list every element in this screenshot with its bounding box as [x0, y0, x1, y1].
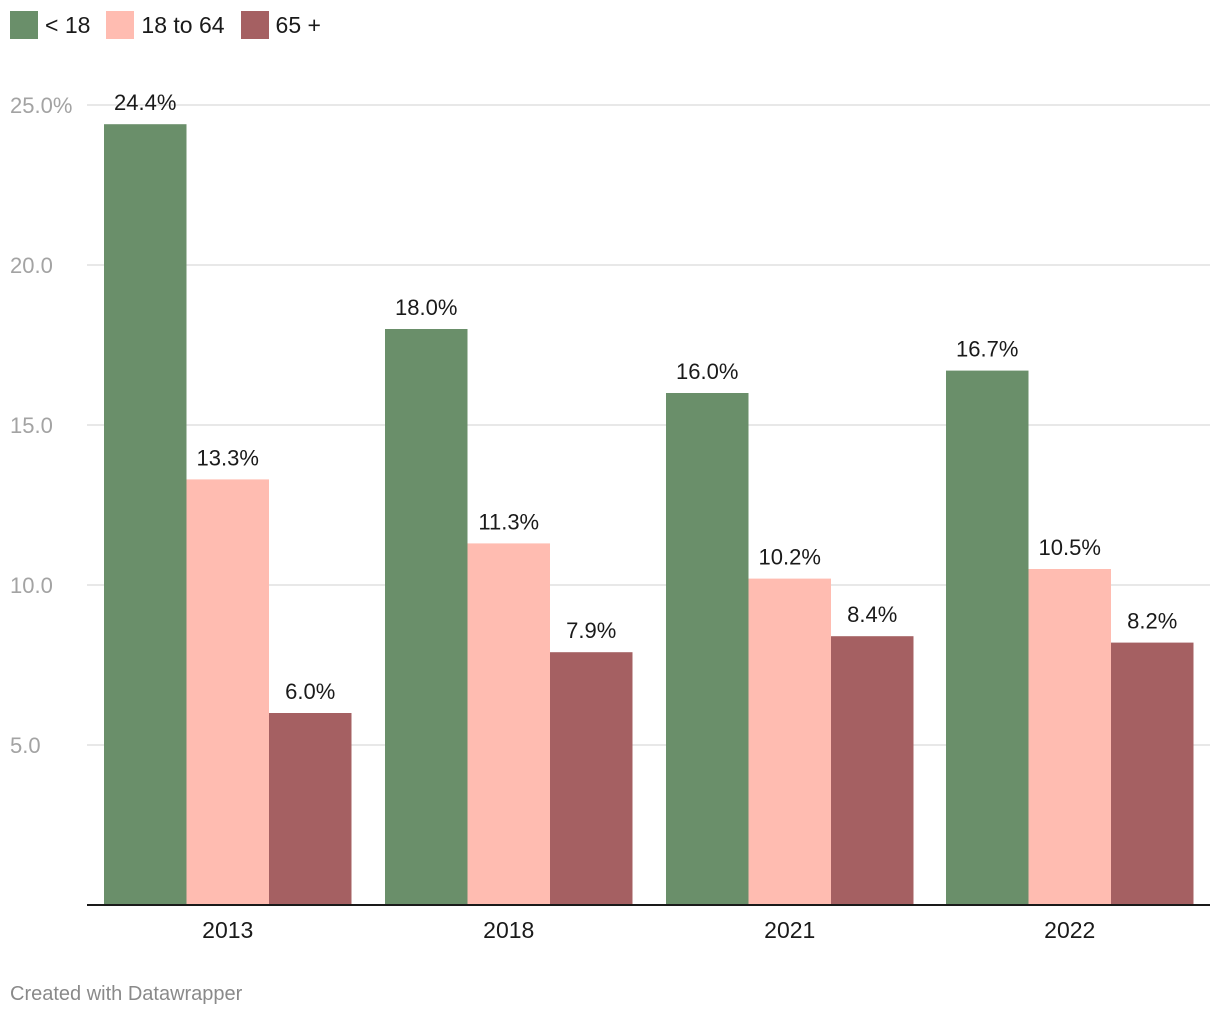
y-tick-label: 20.0	[10, 253, 53, 278]
bar-value-label: 16.0%	[676, 359, 738, 384]
bar	[1028, 569, 1111, 905]
bar	[104, 124, 187, 905]
legend-label-under-18: < 18	[45, 11, 91, 38]
y-tick-label: 25.0%	[10, 93, 72, 118]
bar	[269, 713, 352, 905]
bar-value-label: 8.4%	[847, 602, 897, 627]
bar-value-label: 16.7%	[956, 337, 1018, 362]
legend-swatch-65-plus	[240, 11, 269, 39]
x-tick-label: 2013	[202, 917, 253, 943]
x-tick-label: 2021	[764, 917, 815, 943]
bar-value-label: 13.3%	[197, 445, 259, 470]
bar-value-label: 7.9%	[566, 618, 616, 643]
legend-item-under-18: < 18	[10, 11, 90, 39]
bar-value-label: 18.0%	[395, 295, 457, 320]
bar	[385, 329, 468, 905]
bar-value-label: 10.5%	[1039, 535, 1101, 560]
legend: < 18 18 to 64 65 +	[10, 11, 337, 39]
bar	[1111, 642, 1194, 905]
x-tick-label: 2022	[1044, 917, 1095, 943]
bar	[946, 370, 1029, 906]
footer-credit: Created with Datawrapper	[10, 983, 243, 1005]
legend-label-18-to-64: 18 to 64	[141, 11, 225, 38]
bar-value-label: 10.2%	[759, 545, 821, 570]
bar-value-label: 11.3%	[478, 509, 539, 534]
bar-value-label: 8.2%	[1127, 609, 1177, 634]
y-tick-label: 5.0	[10, 733, 41, 758]
bar	[550, 652, 633, 905]
legend-swatch-18-to-64	[106, 11, 135, 39]
bar	[467, 543, 550, 905]
y-tick-label: 10.0	[10, 573, 53, 598]
x-tick-label: 2018	[483, 917, 534, 943]
bar-value-label: 24.4%	[114, 90, 176, 115]
bar	[748, 578, 831, 905]
legend-swatch-under-18	[10, 11, 38, 39]
bar	[666, 393, 749, 905]
legend-item-65-plus: 65 +	[240, 11, 321, 39]
bar-value-label: 6.0%	[285, 679, 335, 704]
bar	[831, 636, 914, 905]
legend-label-65-plus: 65 +	[275, 11, 321, 38]
bar	[186, 479, 269, 905]
y-tick-label: 15.0	[10, 413, 53, 438]
legend-item-18-to-64: 18 to 64	[106, 11, 225, 39]
